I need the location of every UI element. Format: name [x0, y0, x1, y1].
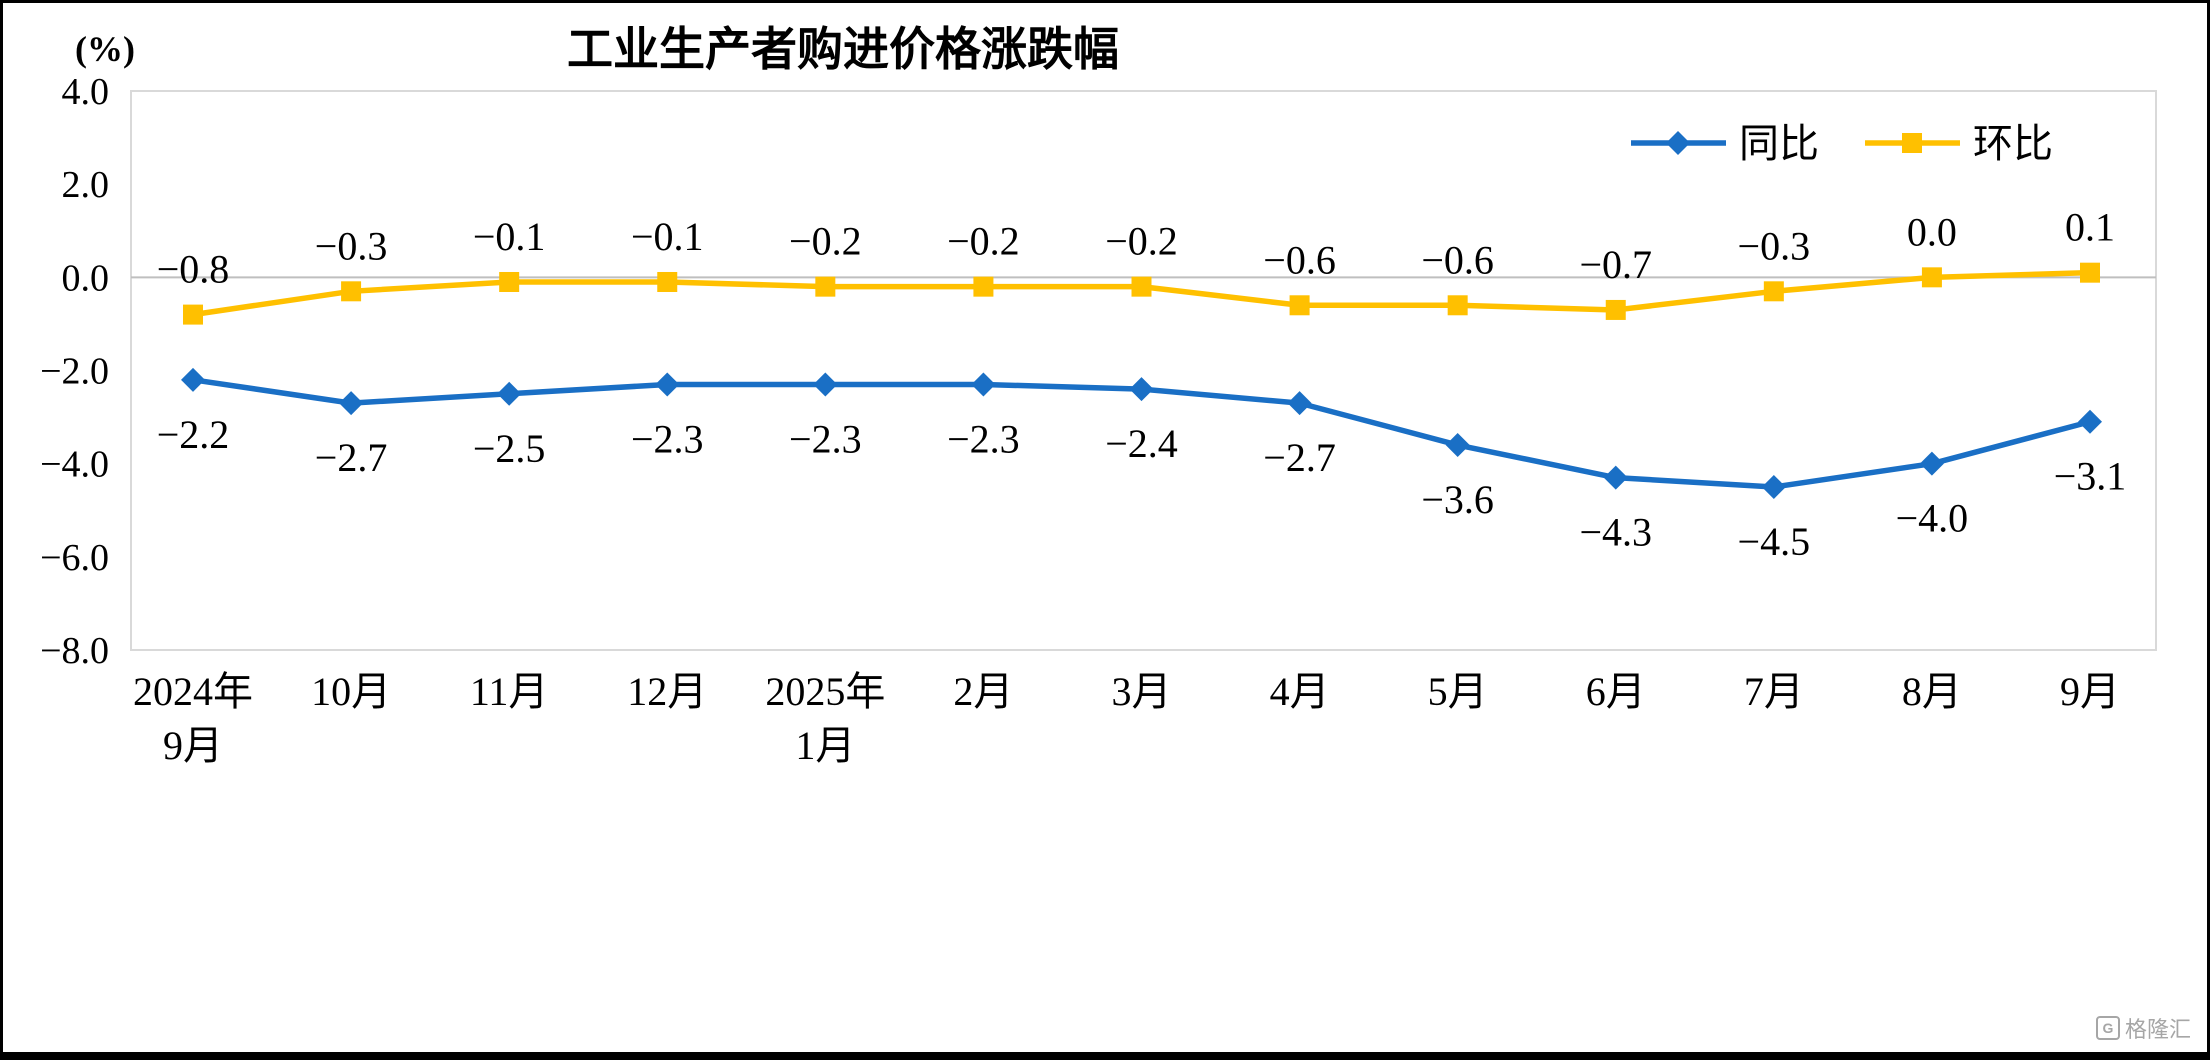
x-tick-label: 12月 [627, 669, 707, 714]
data-point-label: −2.4 [1105, 421, 1178, 466]
x-tick-label: 9月 [163, 723, 223, 768]
data-point-label: −2.3 [631, 416, 704, 461]
data-point-marker [183, 304, 203, 325]
x-tick-label: 2025年 [765, 669, 885, 714]
x-tick-label: 3月 [1112, 669, 1172, 714]
y-tick-label: 2.0 [62, 164, 110, 206]
y-axis-unit-label: (%) [75, 29, 135, 69]
y-tick-label: 4.0 [62, 71, 110, 113]
legend-label: 环比 [1973, 121, 2053, 166]
data-point-label: −3.6 [1421, 477, 1494, 522]
data-point-marker [655, 372, 680, 397]
plot-area: 4.0 2.0 0.0 −2.0 −4.0 −6.0 −8.0 2024年 9月 10月 11月 12… [40, 71, 2157, 768]
x-tick-label: 8月 [1902, 669, 1962, 714]
data-point-marker [973, 276, 994, 297]
x-tick-label: 6月 [1586, 669, 1646, 714]
data-point-marker [1447, 295, 1468, 316]
line-chart: 工业生产者购进价格涨跌幅 (%) 4.0 2.0 0.0 −2.0 −4.0 −6.0 −8… [40, 23, 2157, 768]
data-point-label: −0.8 [157, 247, 230, 292]
y-tick-label: −2.0 [40, 351, 109, 393]
data-point-label: −4.0 [1896, 496, 1969, 541]
data-point-label: −2.3 [947, 416, 1020, 461]
legend-label: 同比 [1739, 121, 1819, 166]
data-point-label: −0.3 [315, 223, 388, 268]
data-point-label: −0.1 [473, 214, 546, 259]
x-tick-label: 2月 [953, 669, 1013, 714]
x-tick-label: 1月 [795, 723, 855, 768]
x-tick-label: 10月 [311, 669, 391, 714]
data-point-label: −2.5 [473, 426, 546, 471]
data-point-marker [1919, 451, 1944, 476]
data-point-marker [1445, 433, 1470, 458]
legend-marker-icon [1902, 133, 1922, 153]
data-point-marker [1131, 276, 1152, 297]
data-point-label: −0.6 [1421, 237, 1494, 282]
data-point-marker [1605, 299, 1626, 320]
data-point-marker [1287, 391, 1312, 416]
legend-item: 环比 [1865, 121, 2053, 166]
legend-item: 同比 [1631, 121, 1819, 166]
plot-border [130, 90, 2157, 651]
data-point-marker [181, 367, 205, 392]
x-tick-label: 4月 [1270, 669, 1330, 714]
data-point-marker [971, 372, 996, 397]
data-point-label: −4.5 [1738, 519, 1811, 564]
y-tick-label: −8.0 [40, 630, 109, 672]
y-tick-label: 0.0 [62, 257, 110, 299]
data-point-marker [2078, 409, 2102, 434]
data-point-label: −0.2 [1105, 219, 1178, 264]
watermark-text: 格隆汇 [2124, 1017, 2191, 1042]
data-point-marker [499, 271, 520, 292]
y-tick-label: −4.0 [40, 444, 109, 486]
legend-marker-icon [1666, 131, 1690, 155]
data-point-label: −0.2 [947, 219, 1020, 264]
data-point-label: −4.3 [1579, 510, 1652, 555]
data-point-label: −0.2 [789, 219, 862, 264]
data-point-label: −0.3 [1738, 223, 1811, 268]
gelonghui-logo-icon: G [2095, 1016, 2120, 1040]
data-point-label: −2.7 [315, 435, 388, 480]
watermark: G 格隆汇 [2095, 1012, 2191, 1044]
data-point-label: −0.7 [1579, 242, 1652, 287]
data-point-marker [341, 281, 362, 302]
x-tick-label: 11月 [470, 669, 549, 714]
data-point-marker [815, 276, 836, 297]
x-tick-label: 2024年 [133, 669, 253, 714]
data-point-label: −0.6 [1263, 237, 1336, 282]
data-point-marker [813, 372, 838, 397]
data-point-label: −2.3 [789, 416, 862, 461]
data-point-label: 0.0 [1907, 209, 1957, 254]
chart-title: 工业生产者购进价格涨跌幅 [567, 23, 1119, 75]
data-point-marker [1603, 465, 1628, 490]
data-point-marker [497, 381, 522, 406]
x-tick-label: 5月 [1428, 669, 1488, 714]
data-point-label: −2.7 [1263, 435, 1336, 480]
data-point-marker [339, 391, 364, 416]
x-tick-label: 7月 [1744, 669, 1804, 714]
data-point-marker [1921, 267, 1942, 288]
data-point-marker [1763, 281, 1784, 302]
data-point-label: −2.2 [157, 412, 230, 457]
data-point-marker [2080, 262, 2100, 283]
data-point-marker [1129, 377, 1154, 402]
y-tick-label: −6.0 [40, 537, 109, 579]
data-point-label: 0.1 [2065, 205, 2115, 250]
data-point-label: −0.1 [631, 214, 704, 259]
data-point-marker [1761, 474, 1786, 499]
data-point-marker [657, 271, 678, 292]
x-tick-label: 9月 [2060, 669, 2120, 714]
data-point-label: −3.1 [2054, 454, 2127, 499]
data-point-marker [1289, 295, 1310, 316]
